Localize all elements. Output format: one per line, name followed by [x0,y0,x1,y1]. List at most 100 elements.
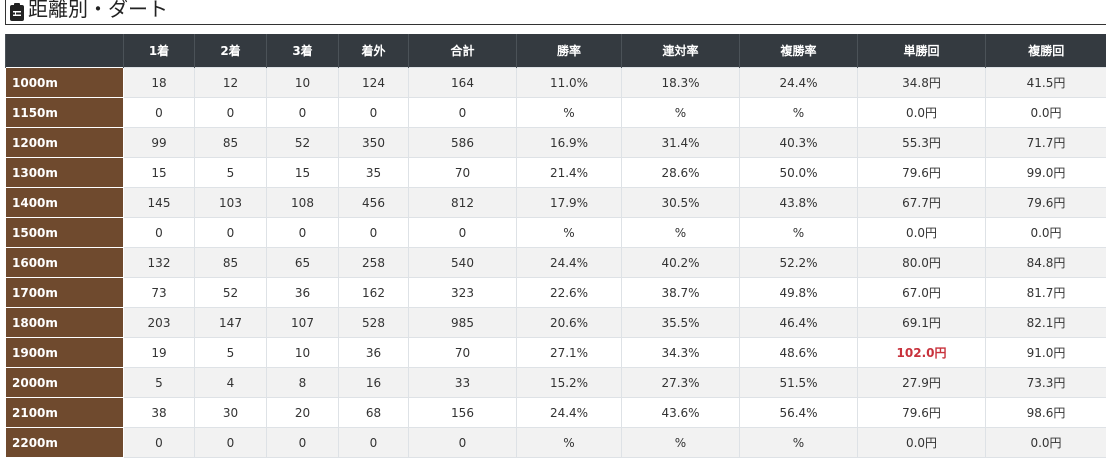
stat-cell: 73.3円 [986,368,1106,398]
distance-label: 2000m [6,368,124,398]
stat-cell: 46.4% [740,308,858,338]
stat-cell: % [517,98,622,128]
stat-cell: 15 [267,158,339,188]
section-title-text: 距離別・ダート [28,0,168,21]
stat-cell: 24.4% [517,398,622,428]
stat-cell: 28.6% [622,158,740,188]
stat-cell: 52 [195,278,267,308]
stat-cell: 0 [195,98,267,128]
stat-cell: 56.4% [740,398,858,428]
stat-cell: 71.7円 [986,128,1106,158]
stat-cell: 35 [339,158,409,188]
stat-cell: 203 [124,308,195,338]
stat-cell: 540 [409,248,517,278]
stat-cell: 0 [267,218,339,248]
stat-cell: 0 [267,98,339,128]
stat-cell: 85 [195,128,267,158]
stat-cell: 27.3% [622,368,740,398]
distance-label: 1000m [6,68,124,98]
stat-cell: 0.0円 [858,428,986,458]
distance-label: 1600m [6,248,124,278]
stat-cell: 30.5% [622,188,740,218]
column-header: 着外 [339,34,409,68]
stat-cell: 456 [339,188,409,218]
stat-cell: 156 [409,398,517,428]
stat-cell: % [622,428,740,458]
stat-cell: % [622,98,740,128]
stat-cell: 69.1円 [858,308,986,338]
stat-cell: 15 [124,158,195,188]
stat-cell: 350 [339,128,409,158]
distance-label: 1900m [6,338,124,368]
stat-cell: 103 [195,188,267,218]
stat-cell: % [740,428,858,458]
stat-cell: 0.0円 [858,218,986,248]
stat-cell: 5 [124,368,195,398]
stat-cell: 0.0円 [986,428,1106,458]
stat-cell: 5 [195,158,267,188]
stat-cell: 79.6円 [986,188,1106,218]
stat-cell: 0 [124,98,195,128]
stat-cell: 99.0円 [986,158,1106,188]
stat-cell: 36 [339,338,409,368]
stat-cell: 10 [267,338,339,368]
distance-label: 2200m [6,428,124,458]
stat-cell: 528 [339,308,409,338]
stat-cell: 0 [267,428,339,458]
stat-cell: 52 [267,128,339,158]
stat-cell: % [740,218,858,248]
stat-cell: 36 [267,278,339,308]
stat-cell: 79.6円 [858,398,986,428]
stat-cell: 108 [267,188,339,218]
stat-cell: 0 [195,428,267,458]
stat-cell: 49.8% [740,278,858,308]
stat-cell: 40.3% [740,128,858,158]
stat-cell: 0 [124,428,195,458]
stat-cell: % [622,218,740,248]
stat-cell: 164 [409,68,517,98]
stat-cell: 33 [409,368,517,398]
section-title: 距離別・ダート [5,0,1106,25]
stat-cell: 67.7円 [858,188,986,218]
stat-cell: 27.9円 [858,368,986,398]
stat-cell: 99 [124,128,195,158]
stat-cell: 17.9% [517,188,622,218]
distance-label: 1200m [6,128,124,158]
distance-label: 1150m [6,98,124,128]
stat-cell: 30 [195,398,267,428]
stat-cell: 48.6% [740,338,858,368]
stat-cell: 0 [409,428,517,458]
stat-cell: 124 [339,68,409,98]
stat-cell: 91.0円 [986,338,1106,368]
stat-cell: 19 [124,338,195,368]
distance-label: 1700m [6,278,124,308]
distance-label: 1500m [6,218,124,248]
stat-cell: 586 [409,128,517,158]
stat-cell: 16.9% [517,128,622,158]
stat-cell: 31.4% [622,128,740,158]
stat-cell: 24.4% [740,68,858,98]
stat-cell: 51.5% [740,368,858,398]
stat-cell: 79.6円 [858,158,986,188]
stat-cell: 84.8円 [986,248,1106,278]
stat-cell: 21.4% [517,158,622,188]
column-header: 1着 [124,34,195,68]
stat-cell: 43.8% [740,188,858,218]
stat-cell: 258 [339,248,409,278]
stat-cell: 34.3% [622,338,740,368]
stat-cell: 162 [339,278,409,308]
stat-cell: 34.8円 [858,68,986,98]
stat-cell: 38 [124,398,195,428]
